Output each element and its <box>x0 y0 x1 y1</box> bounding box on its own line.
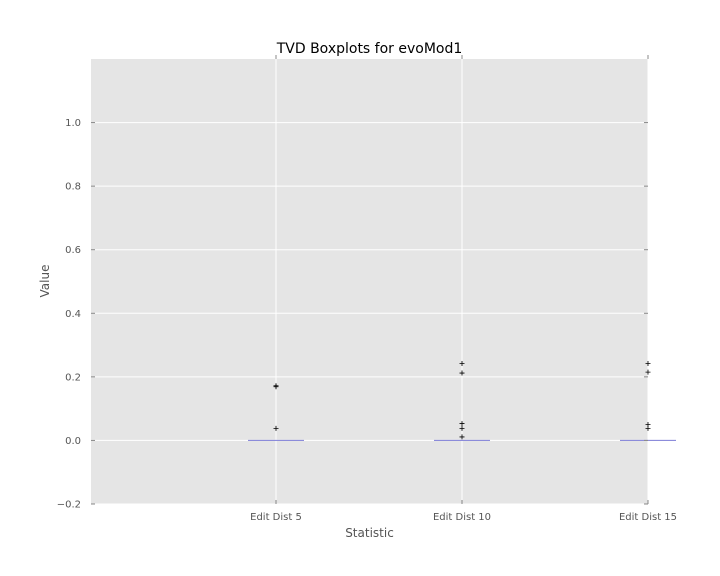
outlier-point <box>645 361 651 367</box>
x-tick-label: Edit Dist 5 <box>250 512 302 523</box>
y-tick-label: −0.2 <box>57 500 81 511</box>
outlier-point <box>645 425 651 431</box>
outlier-point <box>645 369 651 375</box>
y-tick-label: 1.0 <box>65 118 81 129</box>
y-tick-label: 0.4 <box>65 309 81 320</box>
y-tick-label: 0.2 <box>65 372 81 383</box>
outlier-point <box>459 361 465 367</box>
y-axis-label: Value <box>38 265 52 298</box>
y-tick-label: 0.8 <box>65 182 81 193</box>
y-tick-label: 0.6 <box>65 245 81 256</box>
outlier-point <box>459 425 465 431</box>
x-axis-label: Statistic <box>345 526 394 540</box>
x-tick-label: Edit Dist 10 <box>433 512 491 523</box>
outlier-point <box>273 384 279 390</box>
chart-title: TVD Boxplots for evoMod1 <box>276 41 463 57</box>
outlier-point <box>459 434 465 440</box>
axis-ticks: −0.2 0.0 0.2 0.4 0.6 0.8 1.0 Edit Dist 5 Edit Di… <box>57 55 677 523</box>
y-tick-label: 0.0 <box>65 436 81 447</box>
outlier-point <box>459 421 465 427</box>
outlier-point <box>273 425 279 431</box>
outlier-point <box>459 370 465 376</box>
x-tick-label: Edit Dist 15 <box>619 512 677 523</box>
plot-background <box>91 59 648 504</box>
